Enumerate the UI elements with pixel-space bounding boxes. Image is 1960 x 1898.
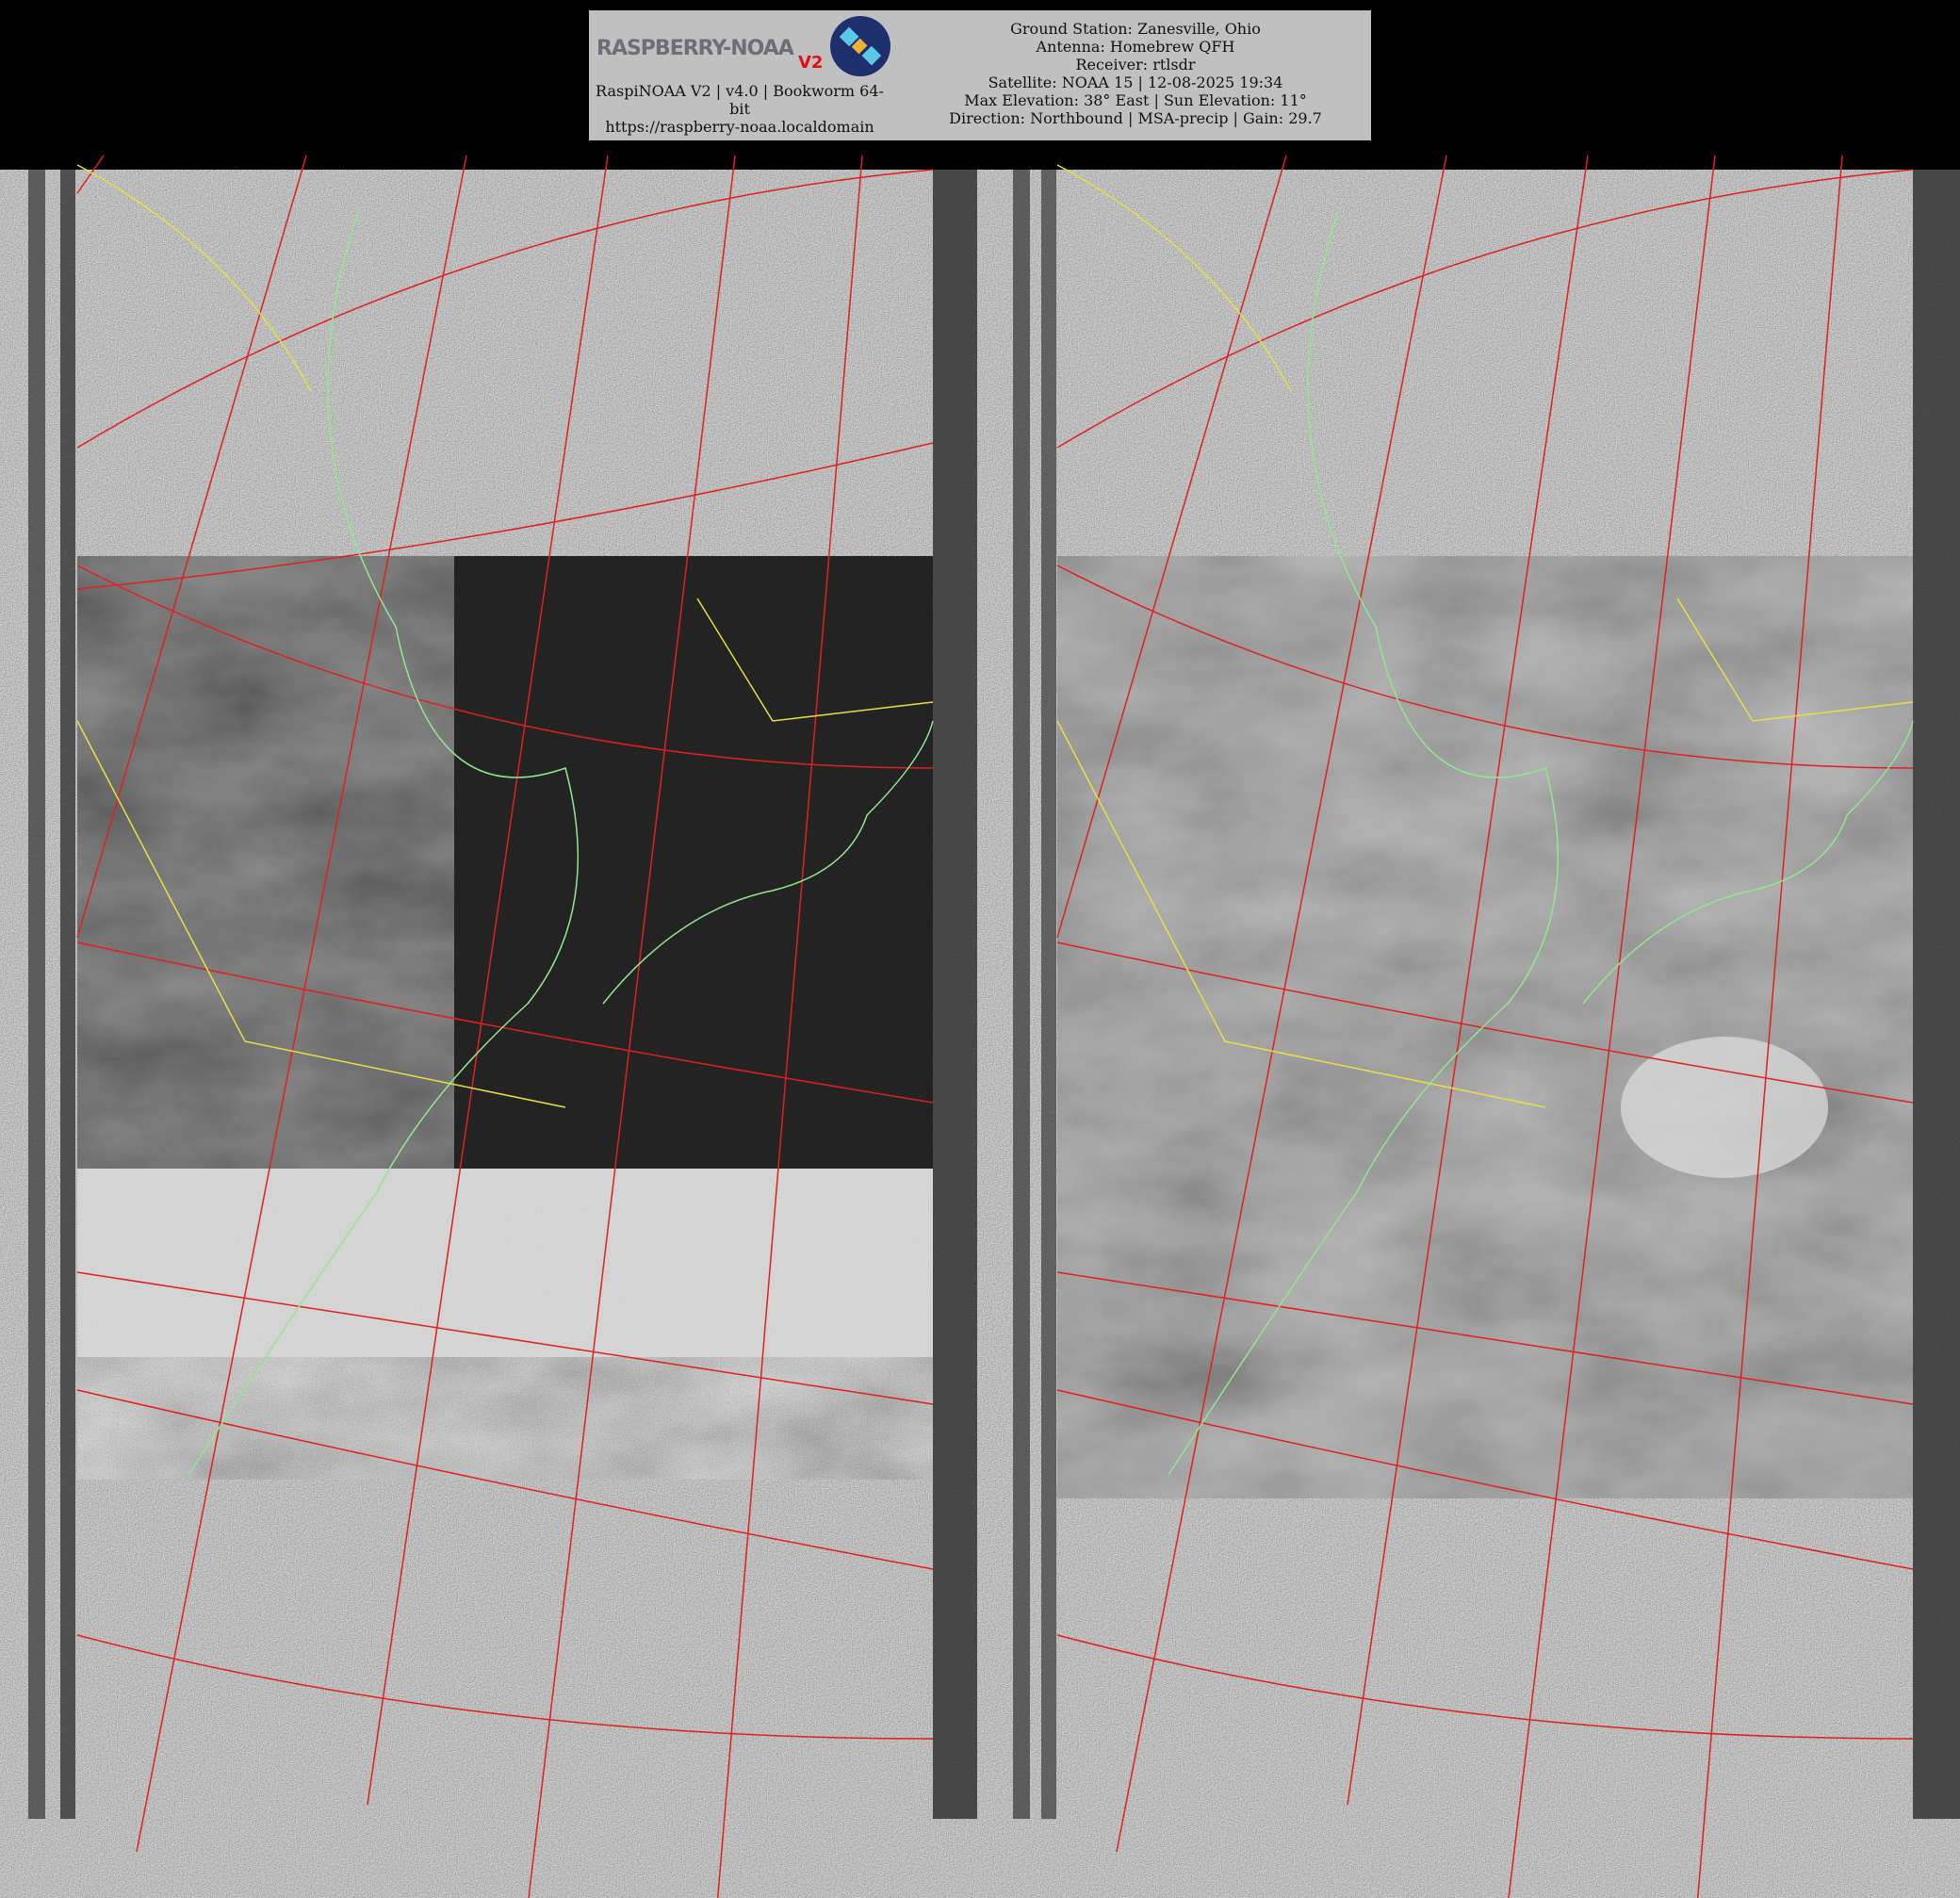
pass-info-header: RASPBERRY-NOAA V2 RaspiNOAA V2 | v4.0 | … — [589, 10, 1371, 140]
url-line: https://raspberry-noaa.localdomain — [605, 118, 874, 136]
graticule-lines — [76, 155, 1914, 1898]
receiver: Receiver: rtlsdr — [1075, 56, 1196, 74]
version-line: RaspiNOAA V2 | v4.0 | Bookworm 64-bit — [596, 82, 884, 118]
logo-text: RASPBERRY-NOAA — [596, 37, 794, 60]
station-info: Ground Station: Zanesville, Ohio Antenna… — [900, 20, 1371, 127]
satellite: Satellite: NOAA 15 | 12-08-2025 19:34 — [988, 74, 1283, 91]
elevation: Max Elevation: 38° East | Sun Elevation:… — [964, 91, 1307, 109]
apt-satellite-image — [0, 155, 1960, 1898]
antenna: Antenna: Homebrew QFH — [1036, 38, 1235, 56]
software-info: RaspiNOAA V2 | v4.0 | Bookworm 64-bit ht… — [589, 82, 890, 136]
ground-station: Ground Station: Zanesville, Ohio — [1010, 20, 1261, 38]
direction: Direction: Northbound | MSA-precip | Gai… — [949, 109, 1322, 127]
channel-a-panel — [28, 170, 977, 1819]
political-borders — [76, 164, 1914, 1108]
coastlines — [188, 211, 1914, 1476]
raspberry-noaa-logo: RASPBERRY-NOAA V2 — [595, 14, 896, 80]
satellite-icon — [830, 16, 890, 76]
logo-version-badge: V2 — [798, 53, 824, 73]
